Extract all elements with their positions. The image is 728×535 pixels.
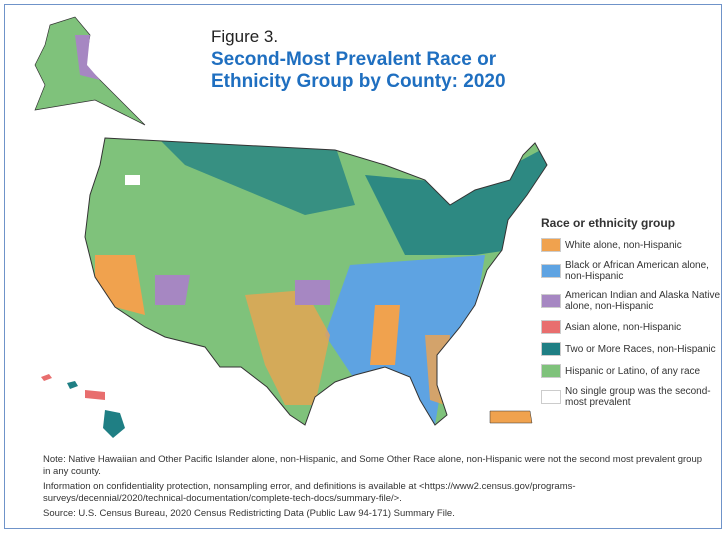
region-southeast-black: [325, 255, 485, 425]
legend-item-none: No single group was the second-most prev…: [541, 386, 721, 408]
legend: Race or ethnicity group White alone, non…: [541, 217, 721, 416]
hawaii-big-island: [103, 410, 125, 438]
puerto-rico: [489, 410, 533, 424]
region-oklahoma-aian: [295, 280, 330, 305]
hawaii-island: [85, 390, 105, 400]
legend-swatch: [541, 364, 561, 378]
region-mississippi-white: [370, 305, 400, 365]
legend-title: Race or ethnicity group: [541, 216, 676, 230]
legend-item-hispanic: Hispanic or Latino, of any race: [541, 364, 721, 378]
legend-label: Hispanic or Latino, of any race: [565, 365, 701, 377]
us-outline: [84, 137, 548, 426]
figure-label: Figure 3.: [211, 27, 279, 46]
source-text: Source: U.S. Census Bureau, 2020 Census …: [43, 508, 455, 519]
hawaii-island: [67, 381, 78, 389]
legend-swatch: [541, 390, 561, 404]
notes: Note: Native Hawaiian and Other Pacific …: [43, 454, 703, 523]
hawaii-island: [41, 374, 52, 381]
legend-label: No single group was the second-most prev…: [565, 386, 711, 408]
figure-frame: Figure 3. Second-Most Prevalent Race or …: [4, 4, 722, 529]
alaska-aian: [75, 35, 100, 80]
legend-swatch: [541, 294, 561, 308]
region-arizona-aian: [155, 275, 190, 305]
legend-label: White alone, non-Hispanic: [565, 239, 682, 251]
legend-item-black: Black or African American alone, non-His…: [541, 260, 721, 282]
note-text: Note: Native Hawaiian and Other Pacific …: [43, 454, 703, 477]
info-text: Information on confidentiality protectio…: [43, 481, 576, 504]
legend-label: Two or More Races, non-Hispanic: [565, 343, 716, 355]
legend-swatch: [541, 320, 561, 334]
figure-title: Second-Most Prevalent Race or Ethnicity …: [211, 49, 506, 92]
region-texas-white: [245, 290, 330, 405]
legend-label: Black or African American alone, non-His…: [565, 260, 709, 282]
region-california-white: [95, 255, 145, 315]
legend-item-white: White alone, non-Hispanic: [541, 238, 721, 252]
legend-item-asian: Asian alone, non-Hispanic: [541, 320, 721, 334]
legend-item-multi: Two or More Races, non-Hispanic: [541, 342, 721, 356]
legend-swatch: [541, 342, 561, 356]
legend-label: Asian alone, non-Hispanic: [565, 321, 682, 333]
region-north-plains-multi: [155, 138, 355, 215]
legend-swatch: [541, 238, 561, 252]
legend-swatch: [541, 264, 561, 278]
legend-label: American Indian and Alaska Native alone,…: [565, 290, 721, 312]
region-no-single-group: [125, 175, 140, 185]
county-map: [34, 16, 548, 438]
legend-item-aian: American Indian and Alaska Native alone,…: [541, 290, 721, 312]
